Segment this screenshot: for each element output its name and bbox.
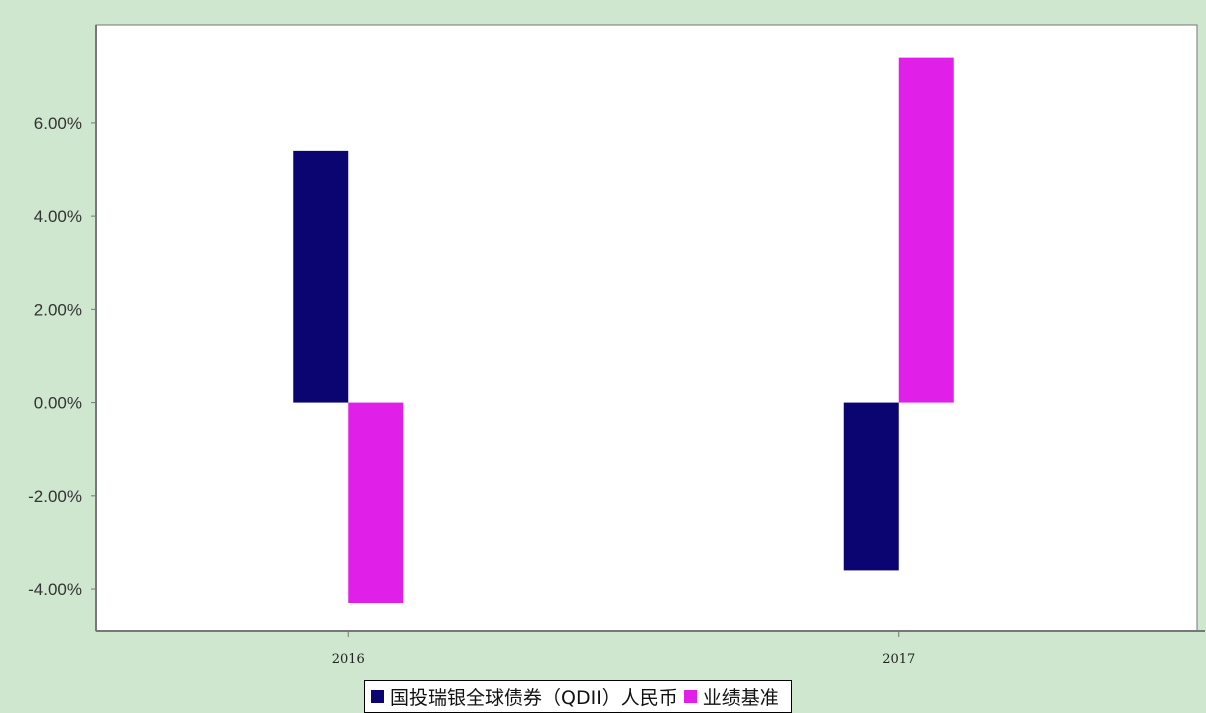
bar-fund-2017 [843,402,899,571]
y-tick-label: 4.00% [34,207,82,226]
x-tick-label: 2017 [882,652,915,667]
legend: 国投瑞银全球债券（QDII）人民币 业绩基准 [364,680,792,713]
y-tick-label: 6.00% [34,114,82,133]
bar-benchmark-2017 [898,57,954,403]
plot-area [95,24,1198,632]
legend-swatch-fund [371,690,384,703]
x-axis-ticks: 2016 2017 [332,631,915,667]
bar-benchmark-2016 [348,402,404,604]
legend-item-benchmark: 业绩基准 [683,683,779,710]
y-tick-label: 2.00% [34,300,82,319]
legend-swatch-benchmark [683,690,697,703]
bar-fund-2016 [293,150,349,403]
y-tick-label: -2.00% [28,487,82,506]
y-axis-ticks: -4.00% -2.00% 0.00% 2.00% 4.00% 6.00% [28,114,96,599]
y-tick-label: 0.00% [34,394,82,413]
legend-label-benchmark: 业绩基准 [702,687,779,709]
legend-label-fund: 国投瑞银全球债券（QDII）人民币 [390,687,678,709]
bars-group [293,57,954,604]
y-tick-label: -4.00% [28,580,82,599]
x-tick-label: 2016 [332,652,365,667]
legend-item-fund: 国投瑞银全球债券（QDII）人民币 [371,683,678,710]
